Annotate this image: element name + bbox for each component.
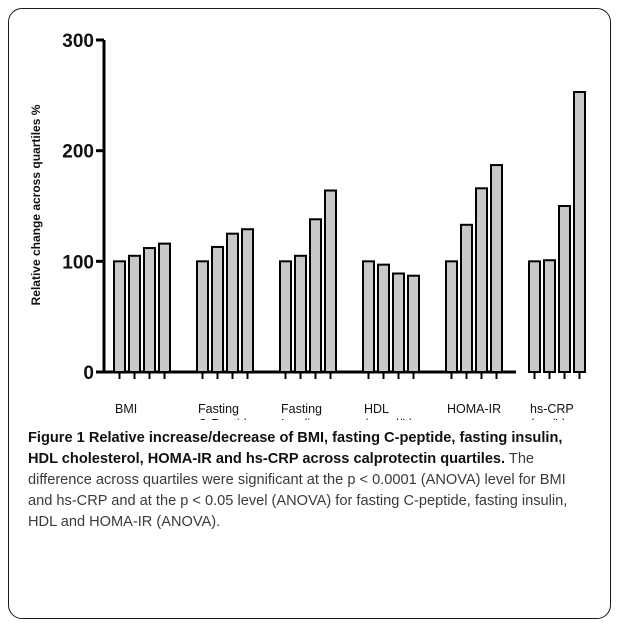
bar xyxy=(324,189,337,373)
y-tick-label: 300 xyxy=(62,31,94,52)
bar xyxy=(226,232,239,373)
bar xyxy=(445,260,458,374)
category-label: BMI xyxy=(115,402,137,416)
category-label: (mmol/L) xyxy=(364,417,413,420)
bar xyxy=(392,272,405,373)
bar xyxy=(128,254,141,373)
category-label: C-Peptide xyxy=(198,417,254,420)
bar xyxy=(460,223,473,373)
bar xyxy=(143,247,156,373)
bar xyxy=(113,260,126,374)
category-labels: BMIFastingC-Peptide(pmol/L)FastingInsuli… xyxy=(115,402,574,420)
category-label: Fasting xyxy=(198,402,239,416)
bar xyxy=(490,164,503,373)
bar xyxy=(573,91,586,373)
category-label: Insulin xyxy=(281,417,317,420)
bar xyxy=(211,245,224,374)
caption-body: The difference across quartiles were sig… xyxy=(28,451,568,530)
y-tick-label: 200 xyxy=(62,142,94,163)
category-label: hs-CRP xyxy=(530,402,574,416)
bar xyxy=(558,205,571,373)
bar xyxy=(377,263,390,373)
bar xyxy=(241,228,254,373)
y-axis-label: Relative change across quartiles % xyxy=(29,104,43,305)
figure-caption: Figure 1 Relative increase/decrease of B… xyxy=(28,428,594,533)
caption-title: Figure 1 Relative increase/decrease of B… xyxy=(28,430,563,467)
bar xyxy=(362,260,375,374)
bar xyxy=(309,218,322,373)
bar xyxy=(279,260,292,374)
bar xyxy=(294,254,307,373)
category-label: Fasting xyxy=(281,402,322,416)
bar xyxy=(543,259,556,373)
y-tick-label: 0 xyxy=(83,363,94,384)
bar xyxy=(196,260,209,374)
bar xyxy=(407,274,420,373)
bar xyxy=(528,260,541,374)
bar xyxy=(475,187,488,373)
category-label: (mg/L) xyxy=(530,417,566,420)
bar-chart: Relative change across quartiles % 0 100 2… xyxy=(29,31,586,420)
tick-labels: 0 100 200 300 xyxy=(62,31,94,384)
bars xyxy=(113,91,586,374)
bar xyxy=(158,242,171,373)
category-label: HDL xyxy=(364,402,389,416)
y-tick-label: 100 xyxy=(62,252,94,273)
category-label: HOMA-IR xyxy=(447,402,501,416)
